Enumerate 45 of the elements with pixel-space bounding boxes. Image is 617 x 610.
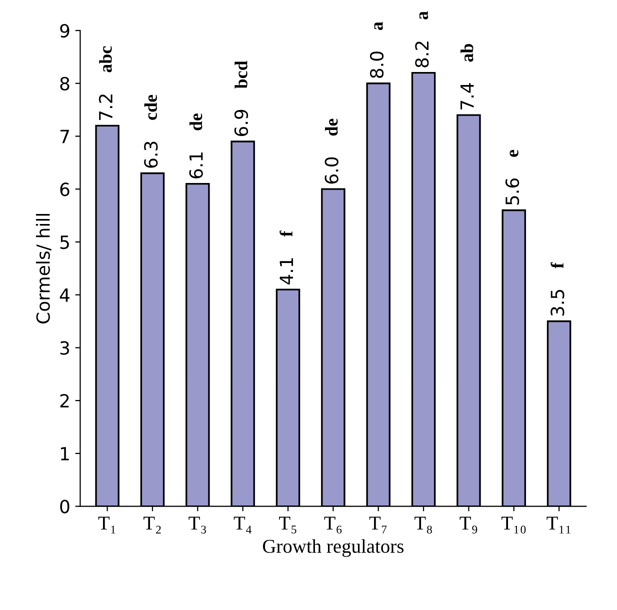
annotation: e: [510, 150, 518, 157]
data-label: 6.3: [144, 142, 158, 168]
y-tick-label: 1: [60, 447, 69, 460]
data-label: 6.1: [189, 152, 203, 178]
annotation: abc: [99, 46, 112, 72]
annotation: de: [189, 113, 202, 130]
x-tick-label: T₈: [414, 516, 432, 534]
data-label: 4.1: [280, 258, 293, 284]
data-label: 5.6: [505, 178, 520, 205]
y-tick-label: 5: [60, 236, 69, 250]
x-tick-label: T₇: [369, 516, 387, 534]
x-tick-label: T₆: [324, 516, 342, 534]
y-tick-label: 4: [60, 288, 70, 302]
x-tick-label: T₁: [98, 516, 116, 534]
y-tick-label: 0: [60, 500, 70, 514]
data-label: 7.4: [460, 83, 474, 110]
annotation: f: [280, 230, 292, 237]
x-tick-label: T₃: [188, 516, 206, 534]
x-tick-label: T₂: [144, 516, 161, 534]
y-tick-label: 7: [60, 130, 69, 144]
data-label: 7.2: [98, 94, 112, 120]
y-tick-label: 2: [60, 394, 69, 408]
y-tick-label: 8: [60, 76, 70, 90]
annotation: a: [374, 22, 383, 30]
x-tick-label: T₅: [279, 516, 296, 534]
annotation: f: [550, 262, 564, 268]
annotation: bcd: [234, 60, 248, 89]
data-label: 6.0: [324, 157, 338, 184]
annotation: de: [324, 118, 338, 136]
y-axis-title: Cormels/ hill: [36, 214, 52, 324]
data-label: 8.0: [370, 52, 384, 78]
y-tick-label: 9: [60, 24, 70, 38]
x-axis-title: Growth regulators: [262, 539, 404, 557]
annotation: ab: [460, 44, 474, 62]
x-tick-label: T₄: [234, 516, 252, 534]
annotation: a: [419, 11, 428, 20]
data-label: 6.9: [234, 110, 248, 136]
annotation: cde: [144, 94, 158, 120]
data-label: 3.5: [550, 290, 564, 316]
x-tick-label: T₁₀: [502, 516, 526, 534]
y-tick-label: 6: [60, 182, 70, 196]
data-label: 8.2: [415, 42, 429, 68]
x-tick-label: T₁₁: [546, 516, 570, 534]
y-tick-label: 3: [60, 341, 70, 355]
x-tick-label: T₉: [460, 516, 478, 534]
